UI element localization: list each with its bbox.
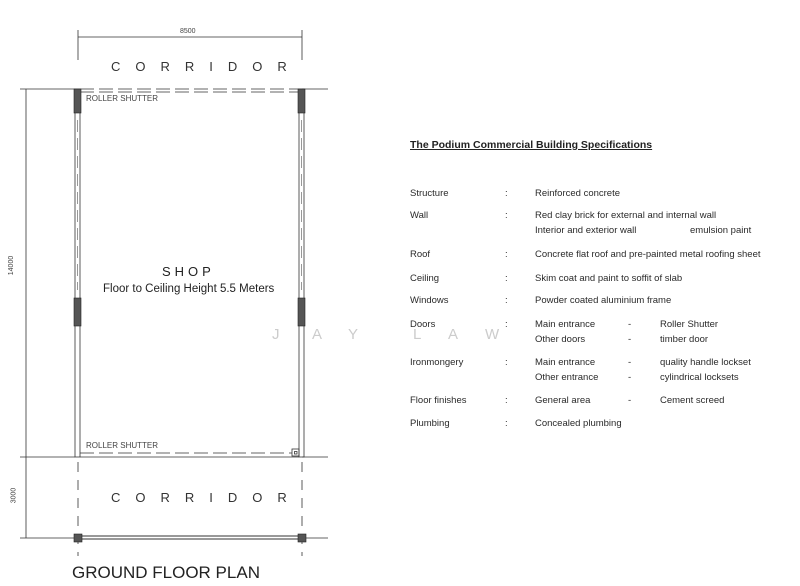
- spec-colon: :: [505, 395, 508, 406]
- spec-value: Main entrance: [535, 357, 596, 368]
- roller-shutter-top-label: ROLLER SHUTTER: [86, 94, 159, 103]
- spec-label: Structure: [410, 188, 449, 199]
- watermark-letter: A: [312, 326, 323, 343]
- roller-shutter-bottom-label: ROLLER SHUTTER: [86, 441, 159, 450]
- column: [73, 297, 82, 327]
- column: [73, 88, 82, 114]
- specs-title: The Podium Commercial Building Specifica…: [410, 139, 653, 151]
- spec-label: Ceiling: [410, 273, 440, 284]
- spec-value: Reinforced concrete: [535, 188, 621, 199]
- spec-colon: :: [505, 357, 508, 368]
- watermark-letter: A: [448, 326, 459, 343]
- spec-detail: Cement screed: [660, 395, 725, 406]
- spec-dash: -: [628, 319, 632, 330]
- corridor-dimension: 3000: [10, 487, 18, 504]
- spec-label: Floor finishes: [410, 395, 467, 406]
- length-dimension: 14000: [8, 255, 16, 276]
- room-note: Floor to Ceiling Height 5.5 Meters: [103, 283, 275, 295]
- spec-label: Plumbing: [410, 418, 450, 429]
- spec-detail: Roller Shutter: [660, 319, 719, 330]
- spec-value: Concrete flat roof and pre-painted metal…: [535, 249, 761, 260]
- spec-value: Powder coated aluminium frame: [535, 295, 672, 306]
- spec-label: Wall: [410, 210, 429, 221]
- spec-value: Other entrance: [535, 372, 599, 383]
- spec-value: General area: [535, 395, 591, 406]
- corridor-top-label: CORRIDOR: [111, 59, 302, 74]
- spec-detail: timber door: [660, 334, 709, 345]
- spec-dash: -: [628, 225, 632, 236]
- watermark-letter: L: [413, 326, 422, 343]
- spec-value: Skim coat and paint to soffit of slab: [535, 273, 683, 284]
- watermark-letter: J: [272, 326, 280, 343]
- watermark-letter: W: [485, 326, 500, 343]
- spec-dash: -: [628, 334, 632, 345]
- spec-label: Doors: [410, 319, 436, 330]
- spec-label: Roof: [410, 249, 431, 260]
- width-dimension: 8500: [180, 28, 196, 35]
- spec-label: Windows: [410, 295, 449, 306]
- room-name: SHOP: [162, 264, 215, 279]
- spec-value: Red clay brick for external and internal…: [535, 210, 717, 221]
- spec-dash: -: [628, 372, 632, 383]
- spec-detail: cylindrical locksets: [660, 372, 739, 383]
- spec-detail: quality handle lockset: [660, 357, 751, 368]
- watermark-letter: Y: [348, 326, 359, 343]
- column: [297, 297, 306, 327]
- spec-colon: :: [505, 319, 508, 330]
- spec-value: Main entrance: [535, 319, 596, 330]
- spec-colon: :: [505, 418, 508, 429]
- spec-colon: :: [505, 273, 508, 284]
- column: [73, 533, 83, 543]
- spec-label: Ironmongery: [410, 357, 464, 368]
- spec-colon: :: [505, 249, 508, 260]
- spec-value: Concealed plumbing: [535, 418, 622, 429]
- plan-title: GROUND FLOOR PLAN: [72, 563, 260, 582]
- spec-dash: -: [628, 357, 632, 368]
- spec-detail: emulsion paint: [690, 225, 752, 236]
- spec-dash: -: [628, 395, 632, 406]
- column: [297, 533, 307, 543]
- spec-colon: :: [505, 210, 508, 221]
- spec-value: Other doors: [535, 334, 586, 345]
- spec-colon: :: [505, 188, 508, 199]
- corridor-bottom-label: CORRIDOR: [111, 490, 302, 505]
- spec-value: Interior and exterior wall: [535, 225, 637, 236]
- spec-colon: :: [505, 295, 508, 306]
- column: [297, 88, 306, 114]
